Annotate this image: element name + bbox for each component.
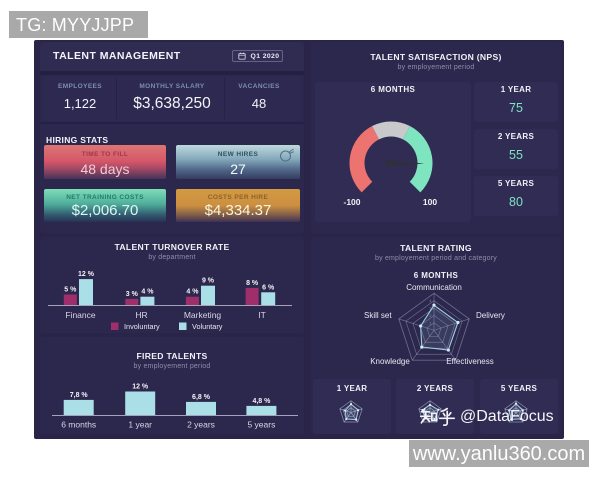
svg-text:5 %: 5 %	[64, 287, 77, 294]
svg-text:6,8 %: 6,8 %	[192, 394, 211, 401]
svg-text:3: 3	[429, 306, 432, 311]
svg-text:Finance: Finance	[65, 310, 96, 320]
svg-text:Voluntary: Voluntary	[192, 322, 223, 331]
svg-text:HR: HR	[135, 310, 147, 320]
svg-text:4 %: 4 %	[141, 289, 154, 296]
svg-text:4,8 %: 4,8 %	[252, 398, 271, 405]
svg-text:2: 2	[429, 313, 432, 318]
svg-text:1 year: 1 year	[128, 420, 152, 430]
svg-text:6 months: 6 months	[61, 420, 96, 430]
svg-text:7,8 %: 7,8 %	[70, 392, 89, 399]
svg-text:9 %: 9 %	[202, 278, 215, 285]
svg-text:12 %: 12 %	[132, 384, 149, 391]
svg-text:3 %: 3 %	[126, 291, 139, 298]
svg-text:IT: IT	[258, 310, 266, 320]
svg-text:5 years: 5 years	[247, 420, 275, 430]
svg-text:1: 1	[429, 320, 432, 325]
svg-text:4 %: 4 %	[186, 289, 199, 296]
svg-text:Marketing: Marketing	[184, 310, 222, 320]
svg-text:2 years: 2 years	[187, 420, 215, 430]
svg-text:6 %: 6 %	[262, 284, 275, 291]
svg-text:Involuntary: Involuntary	[124, 322, 160, 331]
svg-text:8 %: 8 %	[246, 280, 259, 287]
svg-text:12 %: 12 %	[78, 271, 95, 278]
svg-text:4: 4	[429, 298, 432, 303]
